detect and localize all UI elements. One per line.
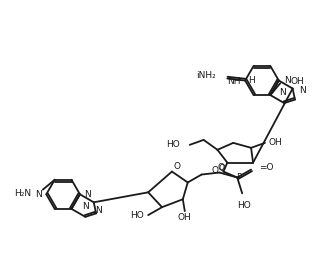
Text: N: N (299, 86, 306, 95)
Text: N: N (84, 190, 91, 199)
Text: iNH₂: iNH₂ (196, 71, 215, 80)
Text: N: N (279, 88, 286, 97)
Text: HO: HO (237, 201, 251, 210)
Text: N: N (284, 76, 290, 85)
Text: H₂N: H₂N (14, 189, 31, 198)
Text: H: H (248, 76, 255, 85)
Text: O: O (173, 162, 180, 171)
Text: O: O (218, 163, 225, 172)
Text: OH: OH (178, 213, 192, 222)
Text: HO: HO (166, 140, 180, 149)
Text: NH: NH (227, 77, 240, 86)
Text: =O: =O (259, 163, 274, 172)
Text: O: O (211, 166, 218, 175)
Text: OH: OH (290, 77, 304, 86)
Text: OH: OH (269, 138, 283, 147)
Text: N: N (36, 190, 42, 199)
Text: O: O (219, 164, 226, 173)
Text: HO: HO (130, 211, 144, 220)
Text: N: N (82, 202, 89, 211)
Text: P: P (236, 173, 242, 182)
Text: N: N (95, 206, 102, 215)
